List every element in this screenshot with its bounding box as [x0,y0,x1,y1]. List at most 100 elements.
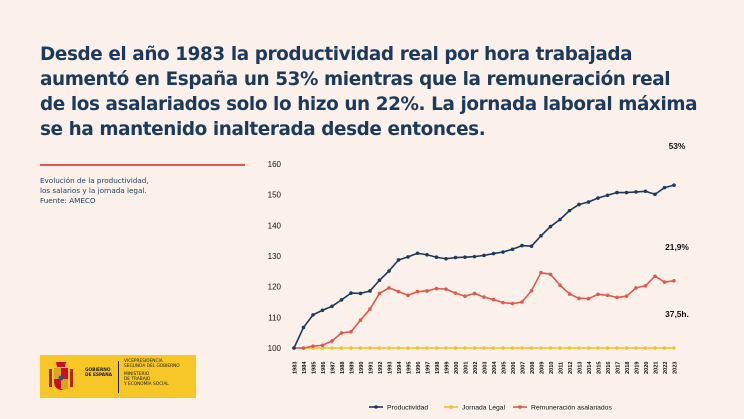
data-point [653,346,657,350]
logo-text: DE ESPAÑA [85,373,113,378]
x-tick-label: 1986 [321,362,327,374]
data-point [320,308,325,313]
legend-marker [374,405,378,409]
x-tick-label: 1987 [331,362,337,374]
data-point [396,289,401,294]
x-tick-label: 1998 [435,362,441,374]
data-point [444,256,448,261]
data-point [472,346,477,350]
data-point [643,346,648,350]
x-tick-label: 2017 [616,362,622,374]
data-point [377,291,382,296]
data-point [548,224,553,229]
logo-text: MINISTERIO [124,372,150,377]
headline-line: aumentó en España un 53% mientras que la… [40,69,671,90]
data-point [311,313,315,317]
data-point [434,346,439,350]
x-tick-label: 2020 [644,362,650,374]
data-point [596,346,600,350]
data-point [463,294,467,298]
data-point [453,291,458,295]
data-point [662,280,667,284]
data-point [615,295,619,300]
legend-marker [518,405,522,409]
data-point [529,346,534,350]
logo-divider [118,361,119,393]
logo-text: SEGUNDA DEL GOBIERNO [124,364,180,369]
x-tick-label: 1994 [397,361,403,374]
data-point [510,301,515,306]
logo-text: VICEPRESIDENCIA [124,359,163,364]
data-point [415,346,420,350]
data-point [501,346,505,350]
data-point [529,244,534,248]
data-point [548,272,553,277]
headline-line: de los asalariados solo lo hizo un 22%. … [40,94,698,115]
data-point [615,190,619,195]
data-point [301,346,306,350]
data-point [396,258,401,262]
coat-of-arms-icon [49,362,73,390]
x-tick-label: 2021 [654,362,660,374]
data-point [358,318,363,322]
data-point [643,283,648,288]
data-point [444,346,448,350]
data-point [406,255,410,259]
data-point [301,325,306,330]
data-point [453,255,458,260]
x-tick-label: 2022 [663,362,669,374]
data-point [634,286,638,290]
headline-line: se ha mantenido inalterada desde entonce… [40,119,486,140]
data-point [605,293,610,298]
data-point [349,329,353,334]
data-point [501,300,505,305]
x-tick-label: 2010 [549,362,555,374]
data-point [577,296,581,301]
data-point [529,288,534,293]
data-point [463,346,467,350]
x-tick-label: 2009 [540,362,546,374]
data-point [672,346,676,350]
data-point [377,278,382,283]
x-tick-label: 2018 [625,362,631,374]
x-tick-label: 1996 [416,362,422,374]
data-point [482,253,486,258]
legend-label: Productividad [387,405,428,412]
x-tick-label: 1985 [312,362,318,374]
data-point [387,346,391,350]
data-point [672,183,676,187]
data-point [472,291,477,296]
data-point [463,255,467,260]
data-point [586,200,591,204]
headline: Desde el año 1983 la productividad real … [40,42,720,142]
data-point [596,292,600,297]
data-point [330,304,334,309]
data-point [577,202,581,207]
data-point [425,289,429,293]
data-point [415,251,420,256]
data-label: 53% [669,141,686,151]
data-point [482,346,486,350]
data-point [387,286,391,290]
x-tick-label: 1988 [340,362,346,374]
data-point [624,294,629,298]
y-tick-label: 120 [268,283,282,292]
data-point [396,346,401,350]
data-point [415,289,420,294]
logo-ministry-text: VICEPRESIDENCIA SEGUNDA DEL GOBIERNO MIN… [124,359,180,387]
data-point [577,346,581,350]
data-point [358,346,363,350]
data-point [567,292,572,296]
data-point [311,344,315,348]
data-point [539,233,543,238]
y-tick-label: 130 [268,252,282,261]
legend-label: Remuneración asalariados [531,405,612,412]
x-tick-label: 1989 [350,362,356,374]
logo-text: DE TRABAJO [124,377,151,382]
data-point [596,196,600,200]
y-tick-label: 160 [268,160,282,169]
x-tick-label: 2000 [454,362,460,374]
data-point [558,283,562,287]
logo-text: GOBIERNO [85,368,111,373]
data-point [387,269,391,273]
